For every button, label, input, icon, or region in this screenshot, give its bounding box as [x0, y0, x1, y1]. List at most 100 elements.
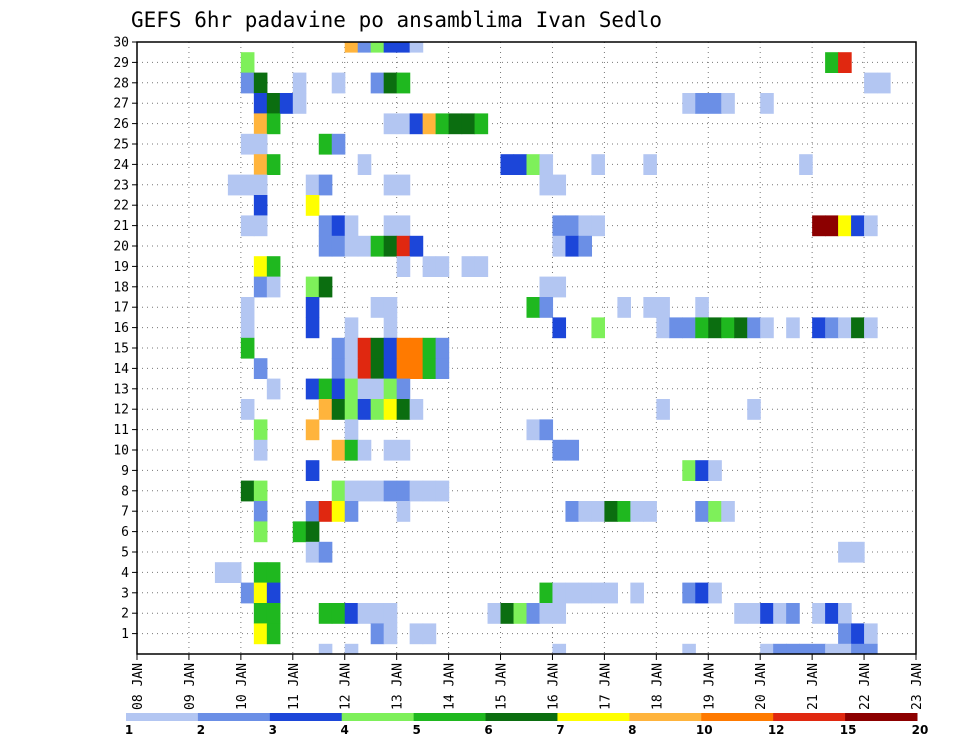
colorbar-label: 3 — [269, 723, 277, 737]
heatmap-cell — [760, 603, 774, 624]
heatmap-cell — [383, 174, 398, 196]
heatmap-cell — [539, 276, 554, 298]
heatmap-cell — [331, 399, 346, 420]
heatmap-cell — [344, 603, 359, 624]
y-tick-label: 13 — [113, 382, 129, 397]
heatmap-cell — [409, 399, 424, 420]
y-tick-label: 16 — [113, 321, 129, 336]
heatmap-cell — [461, 256, 476, 277]
y-tick-label: 14 — [113, 362, 129, 377]
heatmap-cell — [422, 256, 437, 277]
y-tick-label: 1 — [121, 627, 129, 642]
heatmap-cell — [331, 358, 346, 379]
heatmap-cell — [695, 460, 709, 481]
heatmap-cell — [760, 643, 774, 655]
colorbar-label: 10 — [696, 723, 713, 737]
heatmap-cell — [578, 235, 593, 257]
heatmap-cell — [838, 52, 852, 73]
heatmap-cell — [357, 378, 372, 400]
heatmap-cell — [422, 480, 437, 502]
heatmap-cell — [253, 501, 268, 522]
heatmap-cell — [331, 480, 346, 502]
colorbar-swatch — [773, 713, 846, 721]
heatmap-cell — [799, 154, 813, 175]
y-tick-label: 12 — [113, 403, 129, 418]
heatmap-cell — [266, 154, 281, 175]
heatmap-cell — [747, 317, 761, 339]
heatmap-cell — [864, 317, 878, 339]
y-tick-label: 2 — [121, 607, 129, 622]
heatmap-cell — [695, 297, 709, 318]
heatmap-cell — [708, 93, 722, 114]
heatmap-cell — [266, 256, 281, 277]
heatmap-cell — [253, 439, 268, 461]
heatmap-cell — [318, 541, 333, 563]
heatmap-cell — [682, 93, 696, 114]
heatmap-cell — [825, 52, 839, 73]
heatmap-cell — [396, 399, 411, 420]
heatmap-cell — [305, 317, 320, 339]
heatmap-cell — [526, 297, 541, 318]
heatmap-cell — [435, 256, 450, 277]
x-tick-label: 10 JAN — [235, 663, 250, 710]
heatmap-cell — [253, 215, 268, 237]
heatmap-cell — [318, 215, 333, 237]
x-tick-label: 16 JAN — [546, 663, 561, 710]
heatmap-cell — [565, 439, 580, 461]
heatmap-cell — [253, 174, 268, 196]
heatmap-cell — [266, 603, 281, 624]
heatmap-cell — [838, 541, 852, 563]
colorbar-label: 4 — [341, 723, 349, 737]
colorbar-swatch — [557, 713, 630, 721]
heatmap-cell — [539, 419, 554, 441]
heatmap-cell — [357, 154, 372, 175]
heatmap-cell — [344, 235, 359, 257]
heatmap-cell — [851, 541, 865, 563]
heatmap-cell — [370, 480, 385, 502]
heatmap-cell — [877, 72, 891, 94]
heatmap-cell — [552, 215, 567, 237]
heatmap-cell — [383, 113, 398, 135]
x-tick-label: 23 JAN — [910, 663, 925, 710]
heatmap-cell — [357, 42, 372, 53]
heatmap-cell — [370, 358, 385, 379]
y-tick-label: 18 — [113, 280, 129, 295]
heatmap-cell — [383, 235, 398, 257]
heatmap-cell — [227, 562, 242, 583]
heatmap-cell — [240, 174, 255, 196]
heatmap-cell — [331, 501, 346, 522]
x-tick-label: 14 JAN — [443, 663, 458, 710]
heatmap-cell — [825, 603, 839, 624]
heatmap-cell — [266, 276, 281, 298]
colorbar-label: 15 — [840, 723, 857, 737]
colorbar-swatch — [845, 713, 918, 721]
heatmap-cell — [266, 582, 281, 604]
heatmap-cell — [305, 419, 320, 441]
heatmap-cell — [305, 521, 320, 543]
y-tick-label: 23 — [113, 178, 129, 193]
heatmap-cell — [656, 297, 670, 318]
heatmap-cell — [344, 419, 359, 441]
colorbar-label: 6 — [484, 723, 492, 737]
heatmap-cell — [838, 643, 852, 655]
heatmap-cell — [396, 480, 411, 502]
heatmap-cell — [240, 399, 255, 420]
heatmap-cell — [253, 358, 268, 379]
heatmap-cell — [383, 72, 398, 94]
heatmap-cell — [318, 133, 333, 155]
heatmap-cell — [383, 215, 398, 237]
x-tick-label: 09 JAN — [183, 663, 198, 710]
heatmap-cell — [240, 480, 255, 502]
heatmap-cell — [240, 337, 255, 359]
heatmap-cell — [435, 113, 450, 135]
heatmap-cell — [552, 603, 567, 624]
heatmap-cell — [838, 317, 852, 339]
heatmap-cell — [708, 460, 722, 481]
heatmap-cell — [396, 174, 411, 196]
heatmap-cell — [253, 562, 268, 583]
heatmap-cell — [747, 399, 761, 420]
heatmap-cell — [552, 317, 567, 339]
heatmap-cell — [253, 623, 268, 645]
heatmap-cell — [591, 215, 605, 237]
heatmap-cell — [344, 337, 359, 359]
